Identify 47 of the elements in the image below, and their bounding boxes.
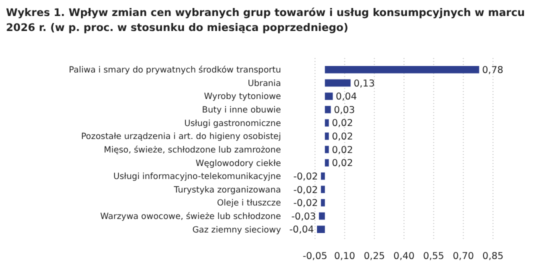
bar (320, 186, 325, 194)
data-label: -0,04 (289, 224, 314, 236)
data-label: -0,02 (293, 184, 318, 196)
y-tick-label: Usługi gastronomiczne (184, 118, 281, 129)
y-tick-label: Oleje i tłuszcze (216, 198, 281, 209)
data-label: 0,03 (334, 104, 355, 116)
bar (318, 212, 325, 220)
data-label: -0,02 (293, 198, 318, 210)
y-tick-label: Mięso, świeże, schłodzone lub zamrożone (104, 145, 281, 156)
y-tick-label: Gaz ziemny sieciowy (192, 225, 281, 236)
bar (324, 159, 329, 166)
data-label: 0,02 (332, 144, 353, 156)
y-tick-label: Węglowodory ciekłe (196, 158, 281, 169)
data-label: 0,04 (336, 92, 357, 103)
data-label: 0,02 (332, 118, 353, 130)
bar (316, 226, 325, 234)
bar (324, 106, 331, 114)
x-tick-label: 0,10 (334, 251, 356, 262)
y-tick-label: Warzywa owocowe, świeże lub schłodzone (100, 212, 281, 222)
bar (324, 119, 329, 127)
data-label: 0,02 (332, 158, 353, 170)
x-tick-label: 0,85 (482, 251, 504, 262)
data-label: 0,78 (482, 64, 504, 76)
x-tick-label: 0,55 (423, 251, 444, 262)
y-tick-label: Turystyka zorganizowana (172, 185, 281, 196)
data-label: 0,13 (354, 78, 375, 90)
bar (324, 79, 351, 87)
chart-title: Wykres 1. Wpływ zmian cen wybranych grup towarów i usług konsumpcyjnych w marcu 2026 r. (w p. proc. w stosunku do miesiąca poprzedniego) (6, 7, 525, 34)
bar (324, 66, 480, 74)
data-label: 0,02 (332, 132, 353, 143)
bar (324, 132, 329, 140)
x-tick-label: 0,70 (452, 251, 474, 262)
bar (320, 172, 325, 180)
bar (324, 146, 329, 154)
y-tick-label: Paliwa i smary do prywatnych środków transportu (68, 66, 281, 76)
y-tick-label: Usługi informacyjno-telekomunikacyjne (113, 172, 281, 182)
bar (324, 92, 333, 100)
data-label: -0,03 (291, 211, 316, 222)
x-tick-label: 0,25 (364, 251, 385, 262)
x-tick-label: 0,40 (393, 251, 415, 262)
y-tick-label: Pozostałe urządzenia i art. do higieny osobistej (81, 132, 281, 142)
y-tick-label: Buty i inne obuwie (202, 106, 281, 116)
bar (320, 199, 325, 206)
y-tick-label: Wyroby tytoniowe (204, 92, 281, 102)
data-label: -0,02 (293, 171, 318, 182)
x-tick-label: -0,05 (302, 251, 328, 262)
y-tick-label: Ubrania (248, 78, 281, 89)
